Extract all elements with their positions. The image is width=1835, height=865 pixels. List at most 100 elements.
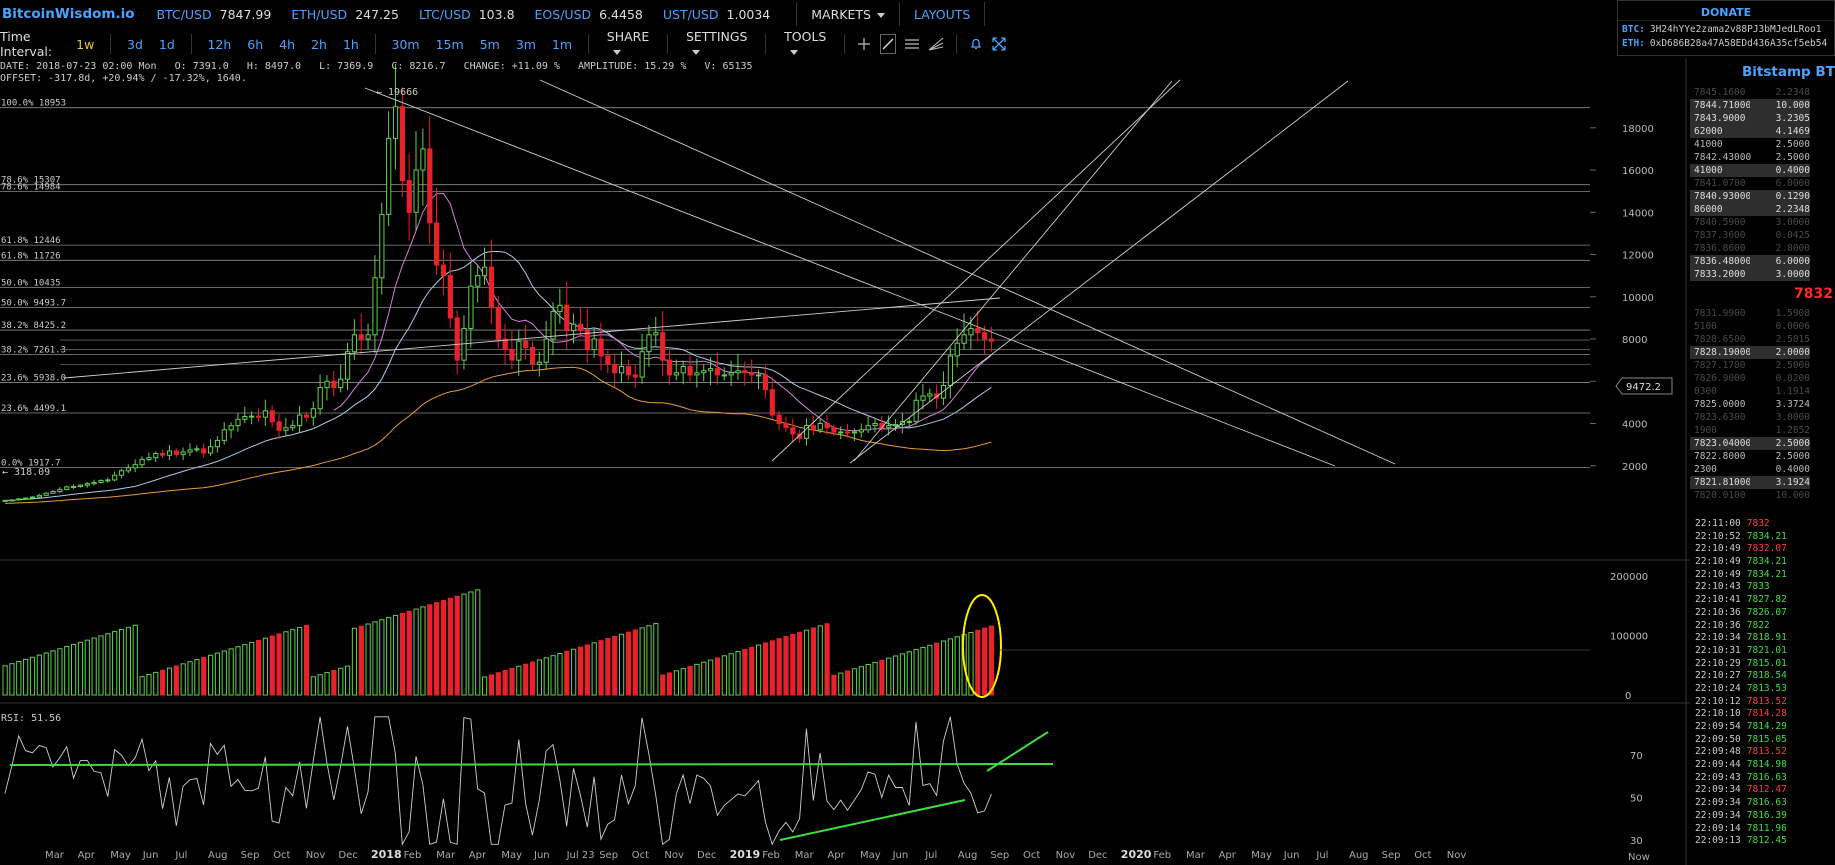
bid-row[interactable]: 7831.9900 1.5908 — [1690, 307, 1835, 320]
donate-eth-address[interactable]: 0xD686B28a47A58EDd436A35cf5eb54 — [1649, 38, 1828, 49]
bid-row[interactable]: 5100 0.0006 — [1690, 320, 1835, 333]
trade-row: 22:10:10 7814.28 — [1690, 708, 1835, 721]
donate-btc-address[interactable]: 3H24hYYe2zama2v88PJ3bMJedLRoo1 — [1649, 24, 1822, 35]
fullscreen-icon[interactable] — [991, 34, 1006, 54]
bid-row[interactable]: 7821.81000 3.1924 — [1690, 476, 1835, 489]
candle — [639, 351, 645, 378]
interval-12h[interactable]: 12h — [207, 36, 232, 52]
interval-4h[interactable]: 4h — [279, 36, 296, 52]
layouts-link[interactable]: LAYOUTS — [913, 6, 971, 22]
candle — [776, 414, 782, 425]
interval-1h[interactable]: 1h — [342, 36, 359, 52]
ask-row[interactable]: 41000 0.4000 — [1690, 164, 1835, 177]
bid-row[interactable]: 7828.6500 2.5015 — [1690, 333, 1835, 346]
candle — [23, 497, 29, 500]
candle — [625, 365, 632, 376]
volume-bar — [249, 641, 255, 696]
ticker-ltc[interactable]: LTC/USD 103.8 — [419, 7, 515, 22]
bid-row[interactable]: 0300 1.1914 — [1690, 385, 1835, 398]
settings-menu[interactable]: SETTINGS — [676, 29, 758, 59]
bid-row[interactable]: 7823.04000 2.5000 — [1690, 437, 1835, 450]
ticker-eos[interactable]: EOS/USD 6.4458 — [535, 7, 643, 22]
time-tick-label: Aug — [208, 850, 228, 861]
bid-row[interactable]: 1900 1.2852 — [1690, 424, 1835, 437]
donate-panel: DONATE BTC: 3H24hYYe2zama2v88PJ3bMJedLRoo… — [1617, 0, 1835, 56]
ask-row[interactable]: 7836.48000 6.0000 — [1690, 255, 1835, 268]
interval-15m[interactable]: 15m — [435, 36, 464, 52]
bid-row[interactable]: 7820.0100 10.000 — [1690, 489, 1835, 502]
ask-row[interactable]: 7844.71000 10.000 — [1690, 99, 1835, 112]
ticker-ust[interactable]: UST/USD 1.0034 — [663, 7, 770, 22]
trade-price: 7816.39 — [1746, 809, 1787, 821]
trendline-icon[interactable] — [879, 34, 896, 54]
bid-row[interactable]: 7823.6300 3.0000 — [1690, 411, 1835, 424]
interval-6h[interactable]: 6h — [247, 36, 264, 52]
fib-fan-icon[interactable] — [928, 34, 944, 54]
tools-menu[interactable]: TOOLS — [774, 29, 836, 59]
ask-row[interactable]: 7840.93000 0.1290 — [1690, 190, 1835, 203]
trade-time: 22:10:24 — [1695, 682, 1741, 694]
interval-1m[interactable]: 1m — [551, 36, 573, 52]
ask-row[interactable]: 7841.0700 6.0000 — [1690, 177, 1835, 190]
order-amount: 10.000 — [1750, 99, 1810, 112]
ask-row[interactable]: 7840.5900 3.0000 — [1690, 216, 1835, 229]
time-tick-label: Sep — [241, 850, 260, 861]
trade-price: 7821.01 — [1746, 644, 1787, 656]
crosshair-icon[interactable] — [857, 34, 872, 54]
trade-row: 22:10:49 7832.07 — [1690, 543, 1835, 556]
ask-row[interactable]: 7845.1600 2.2348 — [1690, 86, 1835, 99]
candle — [769, 389, 775, 416]
trade-time: 22:09:14 — [1695, 822, 1741, 834]
bid-row[interactable]: 7822.8000 2.5000 — [1690, 450, 1835, 463]
share-menu[interactable]: SHARE — [597, 29, 659, 59]
donate-title[interactable]: DONATE — [1618, 1, 1834, 21]
interval-3d[interactable]: 3d — [127, 36, 143, 52]
markets-menu[interactable]: MARKETS — [803, 7, 893, 22]
interval-2h[interactable]: 2h — [311, 36, 327, 52]
trade-price: 7816.63 — [1746, 771, 1787, 783]
trade-price: 7834.21 — [1746, 530, 1787, 542]
ask-row[interactable]: 86000 2.2348 — [1690, 203, 1835, 216]
ask-row[interactable]: 7842.43000 2.5000 — [1690, 151, 1835, 164]
bid-row[interactable]: 2300 0.4000 — [1690, 463, 1835, 476]
interval-5m[interactable]: 5m — [479, 36, 500, 52]
interval-3m[interactable]: 3m — [515, 36, 536, 52]
time-tick-label: Dec — [338, 850, 357, 861]
interval-1w[interactable]: 1w — [76, 36, 95, 52]
interval-30m[interactable]: 30m — [391, 36, 420, 52]
trendline — [63, 297, 1001, 379]
bid-row[interactable]: 7827.1700 2.5000 — [1690, 359, 1835, 372]
ticker-btc[interactable]: BTC/USD 7847.99 — [156, 7, 271, 22]
time-tick-label: Mar — [1186, 850, 1206, 861]
candle — [619, 365, 625, 374]
site-logo[interactable]: BitcoinWisdom.io — [2, 6, 135, 22]
bid-row[interactable]: 7826.9000 0.0200 — [1690, 372, 1835, 385]
candle — [228, 425, 234, 431]
volume-bar — [899, 653, 906, 696]
volume-bar — [36, 654, 42, 696]
rsi-trendline — [986, 731, 1049, 772]
trade-price: 7834.21 — [1746, 556, 1787, 568]
time-tick-label: Oct — [273, 850, 290, 861]
ask-row[interactable]: 41000 2.5000 — [1690, 138, 1835, 151]
ask-row[interactable]: 7843.9000 3.2305 — [1690, 112, 1835, 125]
ask-row[interactable]: 62000 4.1469 — [1690, 125, 1835, 138]
candle — [112, 474, 118, 481]
bell-icon[interactable] — [968, 34, 983, 54]
candle — [84, 483, 90, 486]
interval-1d[interactable]: 1d — [158, 36, 175, 52]
horizontal-lines-icon[interactable] — [904, 34, 920, 54]
bid-row[interactable]: 7825.0000 3.3724 — [1690, 398, 1835, 411]
volume-bar — [776, 638, 782, 696]
candle — [406, 180, 412, 213]
ask-row[interactable]: 7836.8600 2.8000 — [1690, 242, 1835, 255]
ticker-eth[interactable]: ETH/USD 247.25 — [291, 7, 399, 22]
ask-row[interactable]: 7837.3600 0.0425 — [1690, 229, 1835, 242]
chart-toolbar: Time Interval: 1w 3d 1d 12h 6h 4h 2h 1h … — [0, 29, 1010, 59]
chevron-down-icon — [612, 50, 621, 55]
candle — [345, 351, 351, 380]
candle — [475, 275, 481, 287]
bid-row[interactable]: 7828.19000 2.0000 — [1690, 346, 1835, 359]
ask-row[interactable]: 7833.2000 3.0000 — [1690, 268, 1835, 281]
